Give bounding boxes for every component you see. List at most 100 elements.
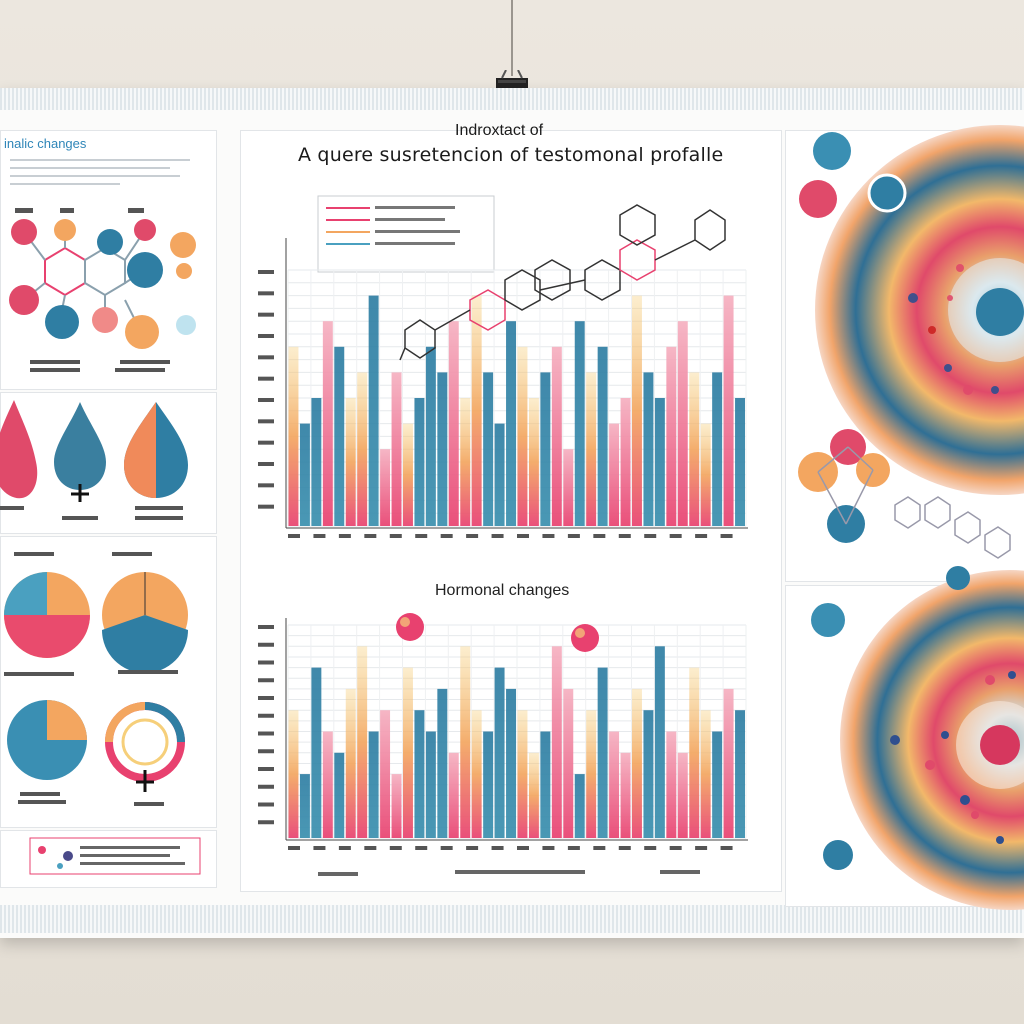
y-tick-label: [258, 749, 274, 754]
chart-bar: [620, 752, 631, 838]
bottom-chart-grid: [287, 624, 747, 839]
chart-bar: [448, 752, 459, 838]
chart-bar: [437, 688, 448, 838]
cell-diagram-bottom: [811, 566, 1024, 910]
molecule-ball-icon: [946, 566, 970, 590]
chart-bar: [666, 346, 677, 526]
chart-bar: [654, 646, 665, 838]
x-tick-label: [669, 846, 682, 850]
chart-bar: [712, 372, 723, 526]
chart-bar: [483, 372, 494, 526]
y-tick-label: [258, 376, 274, 381]
poster-border-bottom: [0, 905, 1024, 933]
left-panel-title: inalic changes: [4, 136, 87, 151]
chart-bar: [414, 710, 425, 838]
x-tick-label: [440, 846, 453, 850]
atom-blue-icon: [45, 305, 79, 339]
y-tick-label: [258, 462, 274, 466]
chart-bar: [471, 295, 482, 526]
atom-orange-icon: [170, 232, 196, 258]
chart-bar: [551, 646, 562, 838]
chart-bar: [368, 295, 379, 526]
molecule-ball-icon: [867, 173, 907, 213]
chart-bar: [494, 423, 505, 526]
molecule-ball-icon: [823, 840, 853, 870]
chart-bar: [632, 295, 642, 526]
atom-blue-icon: [127, 252, 163, 288]
chart-bar: [311, 667, 322, 838]
molecule-ball-icon: [811, 603, 845, 637]
chart-bar: [735, 398, 745, 526]
atom-light-icon: [176, 315, 196, 335]
chart-bar: [643, 372, 654, 526]
chart-bar: [368, 731, 379, 838]
chart-bar: [471, 710, 482, 838]
poster-subtitle: Indroxtact of: [455, 122, 544, 139]
chart-bar: [563, 688, 574, 838]
x-tick-label: [695, 846, 708, 850]
chart-bar: [380, 710, 391, 838]
x-tick-label: [466, 534, 479, 538]
chart-bar: [574, 321, 585, 526]
y-tick-label: [258, 642, 274, 647]
chart-bar: [609, 423, 620, 526]
y-tick-label: [258, 483, 274, 488]
chart-bar: [586, 710, 597, 838]
y-tick-label: [258, 398, 274, 402]
y-tick-label: [258, 660, 274, 665]
atom-pink-icon: [11, 219, 37, 245]
x-tick-label: [440, 534, 453, 538]
chart-bar: [380, 449, 391, 526]
chart-bar: [391, 372, 402, 526]
chart-bar: [528, 752, 539, 838]
x-tick-label: [389, 534, 402, 538]
chart-bar: [403, 423, 413, 526]
chart-bar: [540, 372, 551, 526]
chart-bar: [425, 731, 436, 838]
chart-bar: [517, 710, 528, 838]
atom-pink-icon: [92, 307, 118, 333]
y-tick-label: [258, 419, 274, 424]
atom-orange-icon: [176, 263, 192, 279]
x-tick-label: [542, 534, 555, 538]
female-symbol-icon: [71, 484, 89, 502]
x-tick-label: [313, 846, 326, 850]
hormone-ball-icon: [571, 624, 599, 652]
chart-bar: [345, 398, 356, 526]
chart-bar: [299, 774, 310, 838]
chart-bar: [712, 731, 723, 838]
chart-bar: [700, 423, 711, 526]
nucleus-icon: [980, 725, 1020, 765]
chart-bar: [288, 710, 299, 838]
chart-bar: [666, 731, 677, 838]
cell-rings-bottom: [840, 570, 1024, 910]
x-tick-label: [542, 846, 555, 850]
x-tick-label: [593, 534, 606, 538]
molecule-labels: [15, 208, 170, 372]
chart-bar: [334, 752, 345, 838]
x-tick-label: [288, 846, 300, 850]
nucleus-icon: [976, 288, 1024, 336]
hanging-string: [511, 0, 513, 76]
chart-bar: [288, 346, 299, 526]
chart-bar: [425, 346, 436, 526]
chart-bar: [563, 449, 574, 526]
top-chart-bars: [288, 295, 745, 526]
bottom-chart-frame: [285, 618, 748, 841]
left-legend: [29, 837, 201, 875]
chart-bar: [414, 398, 425, 526]
top-chart-x-ticks: [288, 534, 733, 538]
y-tick-label: [258, 767, 274, 771]
y-tick-label: [258, 731, 274, 736]
bottom-chart-bars: [288, 646, 745, 838]
y-tick-label: [258, 784, 274, 789]
atom-pink-icon: [134, 219, 156, 241]
chart-bar: [517, 346, 528, 526]
hormone-drops: [0, 400, 188, 520]
molecule-ball-icon: [813, 132, 851, 170]
cell-diagram-top: [798, 125, 1024, 559]
x-tick-label: [644, 534, 657, 538]
chart-bar: [586, 372, 597, 526]
x-tick-label: [338, 846, 351, 850]
